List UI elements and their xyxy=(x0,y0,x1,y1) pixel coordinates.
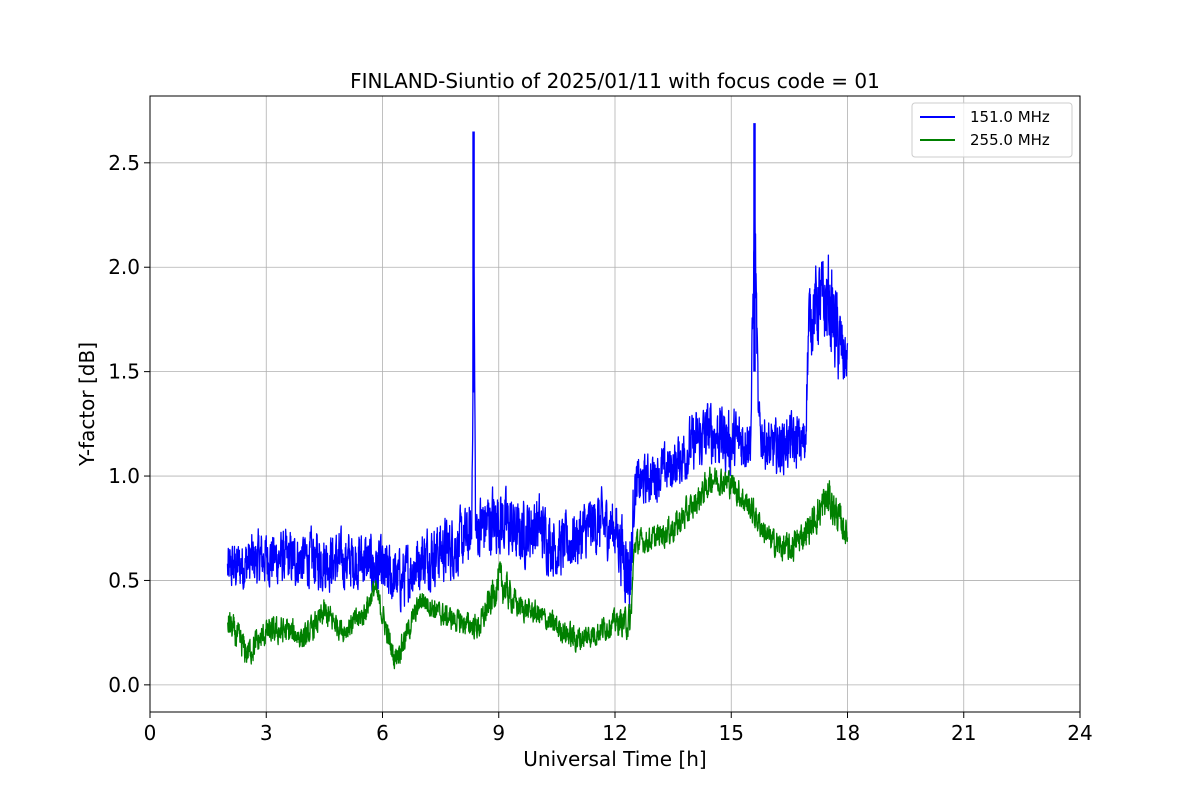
x-tick-label: 0 xyxy=(144,721,157,745)
x-axis-ticks: 0 3 6 9 12 15 18 21 24 xyxy=(144,712,1093,745)
x-axis-label: Universal Time [h] xyxy=(523,747,706,771)
x-tick-label: 21 xyxy=(951,721,976,745)
legend-label-151mhz: 151.0 MHz xyxy=(970,108,1050,126)
y-tick-label: 2.5 xyxy=(108,151,140,175)
x-tick-label: 12 xyxy=(602,721,627,745)
x-tick-label: 6 xyxy=(376,721,389,745)
x-tick-label: 24 xyxy=(1067,721,1092,745)
x-tick-label: 9 xyxy=(492,721,505,745)
y-tick-label: 1.5 xyxy=(108,360,140,384)
y-axis-ticks: 0.0 0.5 1.0 1.5 2.0 2.5 xyxy=(108,151,150,697)
y-tick-label: 0.0 xyxy=(108,673,140,697)
x-tick-label: 3 xyxy=(260,721,273,745)
chart-title: FINLAND-Siuntio of 2025/01/11 with focus… xyxy=(350,69,880,93)
legend-label-255mhz: 255.0 MHz xyxy=(970,131,1050,149)
x-tick-label: 18 xyxy=(835,721,860,745)
y-tick-label: 0.5 xyxy=(108,568,140,592)
y-axis-label: Y-factor [dB] xyxy=(75,342,99,467)
series-line-151mhz xyxy=(226,204,849,613)
x-tick-label: 15 xyxy=(719,721,744,745)
series-layer xyxy=(226,123,849,670)
y-tick-label: 2.0 xyxy=(108,255,140,279)
series-line-255mhz xyxy=(226,466,849,670)
y-tick-label: 1.0 xyxy=(108,464,140,488)
legend: 151.0 MHz 255.0 MHz xyxy=(911,102,1073,158)
